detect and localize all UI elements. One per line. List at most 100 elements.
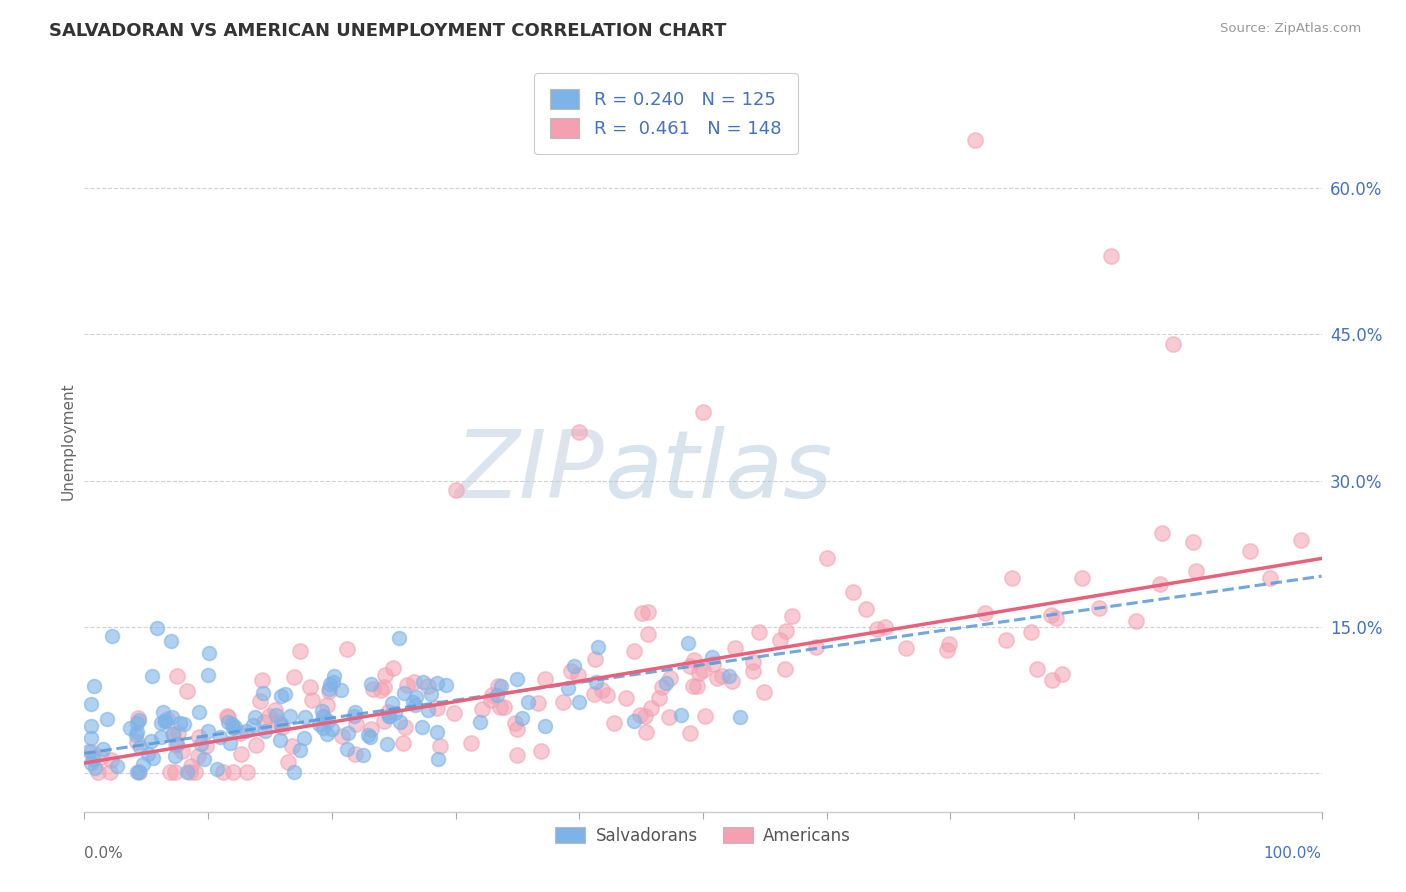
Point [79, 697, 101, 711]
Point [337, 725, 360, 739]
Point [188, 731, 211, 745]
Point [567, 667, 589, 681]
Point [676, 636, 699, 650]
Point [187, 748, 209, 763]
Point [222, 721, 245, 735]
Point [152, 705, 174, 719]
Point [335, 741, 357, 756]
Point [377, 705, 399, 719]
Point [155, 714, 177, 729]
Point [82, 752, 104, 766]
Point [221, 717, 243, 731]
Point [634, 724, 657, 739]
Point [322, 675, 344, 690]
Point [718, 668, 741, 682]
Point [217, 714, 239, 729]
Point [614, 691, 637, 706]
Point [294, 710, 316, 724]
Point [470, 714, 492, 729]
Point [388, 631, 411, 645]
Point [344, 717, 367, 731]
Point [288, 743, 311, 757]
Point [651, 680, 673, 694]
Point [125, 716, 148, 731]
Point [308, 716, 330, 731]
Point [721, 673, 744, 688]
Point [205, 763, 228, 777]
Point [270, 689, 292, 703]
Point [586, 640, 609, 654]
Point [700, 649, 723, 664]
Point [658, 710, 681, 724]
Point [973, 606, 995, 620]
Point [343, 705, 366, 719]
Point [1050, 667, 1073, 681]
Point [264, 708, 287, 723]
Point [344, 747, 367, 761]
Point [426, 701, 449, 715]
Point [84, 761, 107, 775]
Point [471, 702, 494, 716]
Point [190, 738, 212, 752]
Point [655, 676, 678, 690]
Point [336, 641, 359, 656]
Point [179, 764, 201, 779]
Point [866, 622, 889, 636]
Point [125, 764, 148, 779]
Point [780, 608, 803, 623]
Point [506, 747, 529, 762]
Point [163, 764, 186, 779]
Point [162, 727, 184, 741]
Point [742, 664, 765, 678]
Point [283, 764, 305, 779]
Point [357, 728, 380, 742]
Point [360, 677, 382, 691]
Point [429, 739, 451, 754]
Point [426, 752, 449, 766]
Point [146, 622, 169, 636]
Point [170, 744, 193, 758]
Point [132, 756, 155, 771]
Point [229, 726, 252, 740]
Point [254, 724, 277, 739]
Point [100, 753, 122, 767]
Point [679, 659, 702, 673]
Point [623, 643, 645, 657]
Point [231, 747, 253, 762]
Point [128, 714, 150, 728]
Point [128, 740, 150, 755]
Point [264, 703, 287, 717]
Point [193, 751, 215, 765]
Point [1026, 662, 1049, 676]
Point [86, 764, 108, 779]
Point [212, 764, 235, 779]
Point [288, 644, 311, 658]
Point [83, 679, 105, 693]
Point [127, 711, 149, 725]
Point [404, 674, 426, 689]
Point [217, 708, 239, 723]
Point [96, 712, 118, 726]
Point [434, 678, 457, 692]
Point [91, 741, 114, 756]
Y-axis label: Unemployment: Unemployment [60, 383, 76, 500]
Point [401, 695, 423, 709]
Point [377, 709, 399, 723]
Point [100, 764, 122, 779]
Point [1001, 571, 1024, 585]
Point [494, 700, 516, 714]
Point [486, 679, 509, 693]
Point [741, 655, 763, 669]
Point [169, 715, 191, 730]
Point [311, 704, 333, 718]
Point [330, 683, 353, 698]
Point [217, 710, 239, 724]
Point [481, 689, 503, 703]
Point [316, 714, 339, 728]
Point [396, 678, 419, 692]
Point [80, 745, 103, 759]
Point [243, 710, 266, 724]
Point [1040, 673, 1063, 687]
Point [312, 721, 335, 735]
Point [640, 700, 662, 714]
